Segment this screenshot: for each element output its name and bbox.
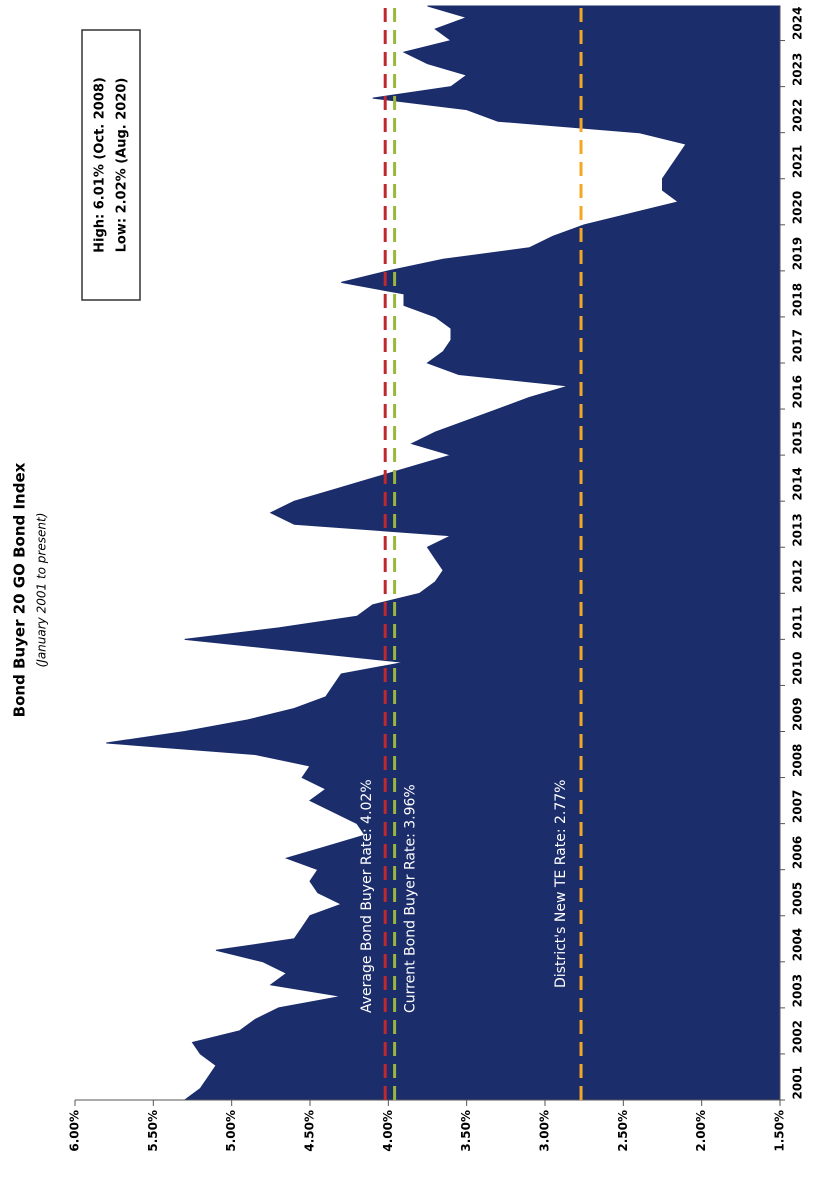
y-tick-label: 2.50% xyxy=(616,1110,630,1152)
x-tick-label: 2013 xyxy=(791,513,805,546)
x-tick-label: 2018 xyxy=(791,283,805,316)
x-tick-label: 2021 xyxy=(791,145,805,178)
x-tick-label: 2005 xyxy=(791,882,805,915)
x-tick-label: 2010 xyxy=(791,651,805,684)
y-tick-label: 4.50% xyxy=(303,1110,317,1152)
x-tick-label: 2017 xyxy=(791,329,805,362)
y-tick-label: 5.50% xyxy=(146,1110,160,1152)
chart-subtitle: (January 2001 to present) xyxy=(35,513,49,668)
reference-label: District's New TE Rate: 2.77% xyxy=(553,780,569,988)
x-tick-label: 2024 xyxy=(791,7,805,40)
x-tick-label: 2006 xyxy=(791,836,805,869)
chart-title: Bond Buyer 20 GO Bond Index xyxy=(11,462,29,717)
y-tick-label: 3.00% xyxy=(538,1110,552,1152)
rotated-chart: Bond Buyer 20 GO Bond Index (January 200… xyxy=(11,5,805,1152)
y-tick-label: 6.00% xyxy=(68,1110,82,1152)
x-tick-label: 2020 xyxy=(791,191,805,224)
reference-label: Average Bond Buyer Rate: 4.02% xyxy=(359,779,375,1013)
area xyxy=(106,5,781,1101)
annotation-high: High: 6.01% (Oct. 2008) xyxy=(93,77,108,253)
y-tick-label: 1.50% xyxy=(773,1110,787,1152)
x-tick-label: 2008 xyxy=(791,744,805,777)
x-tick-label: 2016 xyxy=(791,375,805,408)
x-tick-label: 2011 xyxy=(791,605,805,638)
x-tick-label: 2002 xyxy=(791,1020,805,1053)
x-tick-label: 2004 xyxy=(791,928,805,961)
x-tick-label: 2001 xyxy=(791,1066,805,1099)
x-tick-label: 2012 xyxy=(791,559,805,592)
y-tick-label: 2.00% xyxy=(694,1110,708,1152)
x-tick-label: 2019 xyxy=(791,237,805,270)
annotation-box xyxy=(81,29,141,301)
x-tick-label: 2009 xyxy=(791,698,805,731)
y-tick-label: 4.00% xyxy=(381,1110,395,1152)
x-tick-label: 2015 xyxy=(791,421,805,454)
annotation-low: Low: 2.02% (Aug. 2020) xyxy=(115,78,130,253)
y-tick-label: 3.50% xyxy=(459,1110,473,1152)
x-tick-label: 2007 xyxy=(791,790,805,823)
reference-label: Current Bond Buyer Rate: 3.96% xyxy=(403,784,419,1013)
x-tick-label: 2022 xyxy=(791,99,805,132)
x-tick-label: 2014 xyxy=(791,467,805,500)
y-tick-label: 5.00% xyxy=(224,1110,238,1152)
x-tick-label: 2003 xyxy=(791,974,805,1007)
x-tick-label: 2023 xyxy=(791,53,805,86)
